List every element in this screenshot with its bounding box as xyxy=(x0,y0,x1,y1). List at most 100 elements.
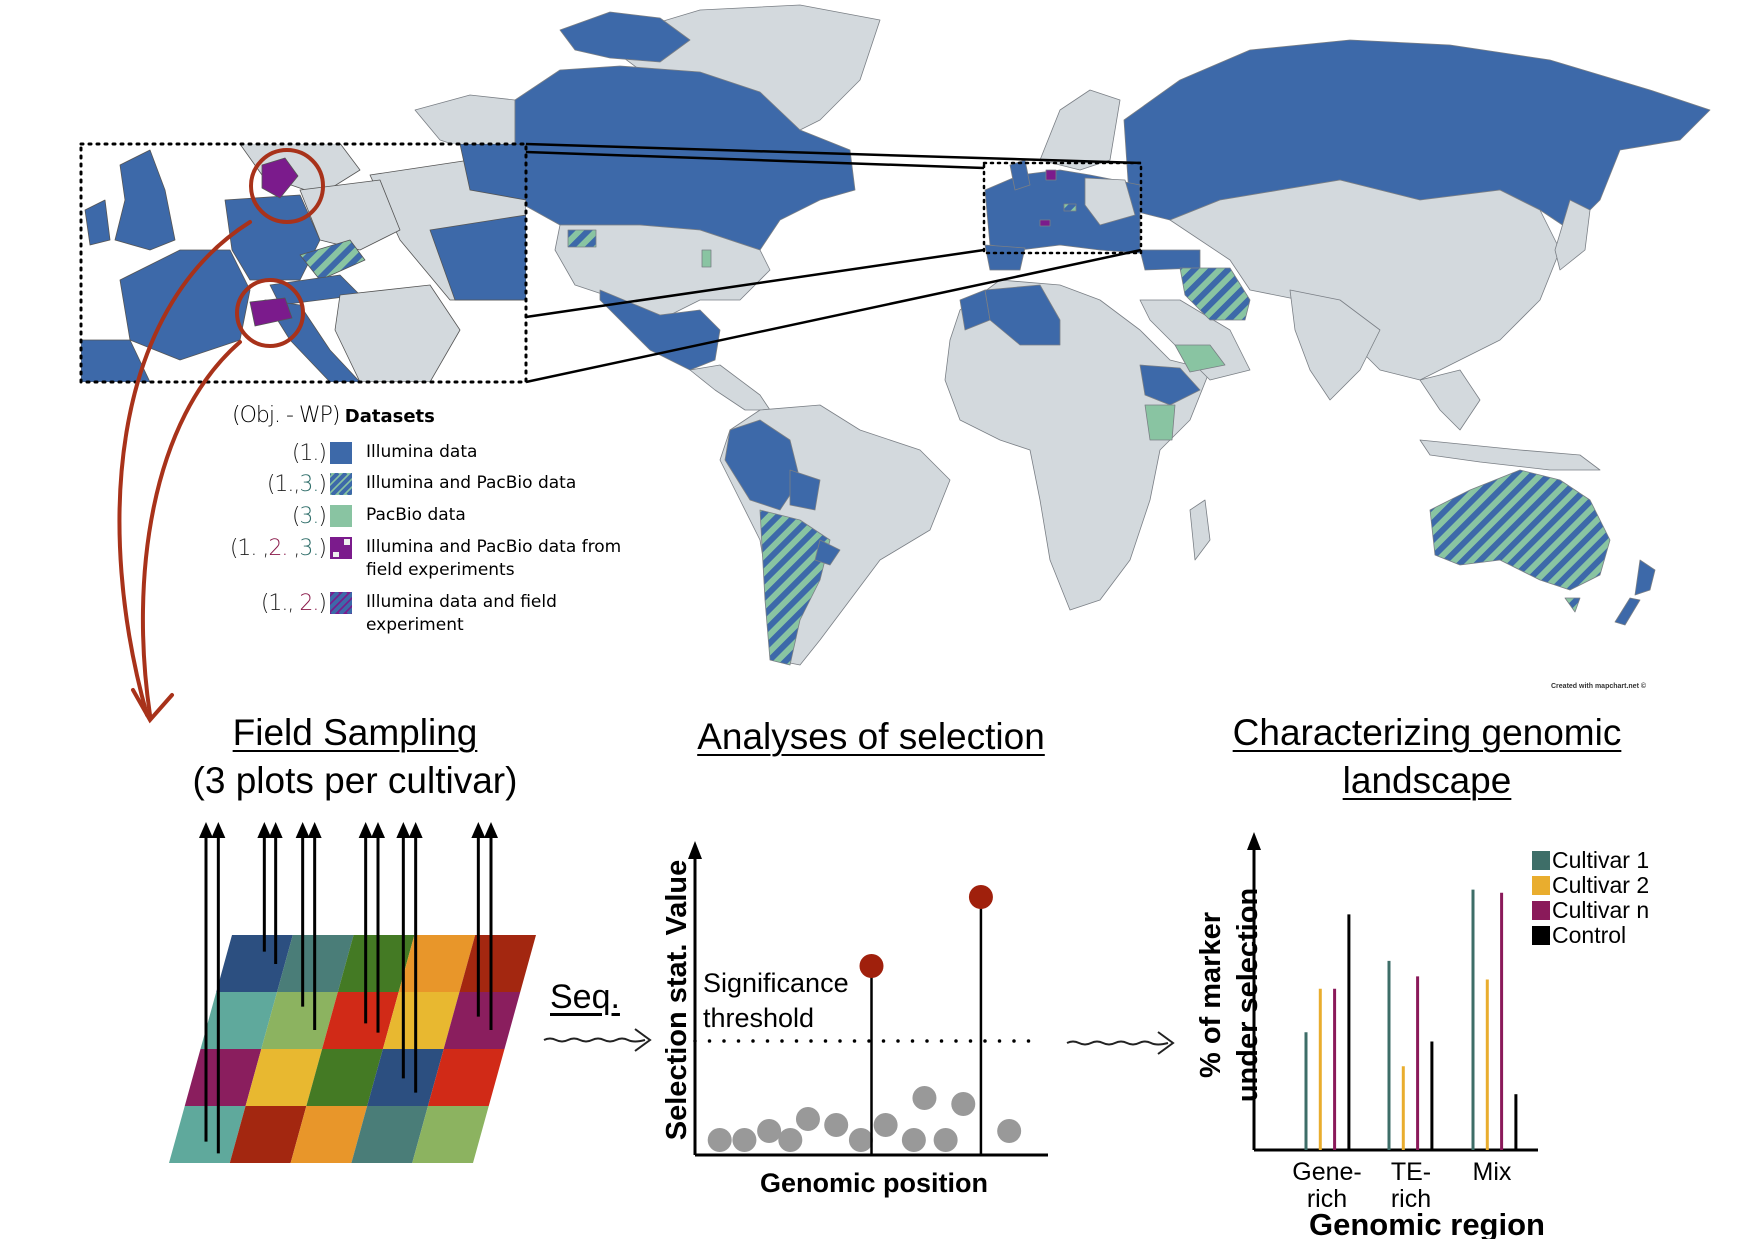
field-plot xyxy=(398,935,476,992)
field-plot xyxy=(367,1049,444,1106)
madagascar xyxy=(1189,499,1211,561)
seq-label: Seq. xyxy=(550,978,620,1016)
legend-swatch xyxy=(1532,851,1550,870)
landscape-arrow xyxy=(1066,1031,1175,1055)
legend-code: (1. ,2. ,3.) xyxy=(216,536,330,561)
mexico xyxy=(599,289,721,371)
field-plot xyxy=(184,1049,262,1106)
uk xyxy=(1009,159,1031,191)
europe-box xyxy=(982,161,1143,255)
field-plot xyxy=(216,935,293,992)
category-label: Mix xyxy=(1473,1158,1512,1186)
field-sampling-title: Field Sampling xyxy=(232,712,478,753)
landscape-title-line1: Characterizing genomic xyxy=(1232,712,1622,753)
legend-swatch-field xyxy=(330,537,352,559)
threshold-label-line1: Significance xyxy=(703,968,849,998)
legend-code-part: 2. xyxy=(268,536,288,561)
usa-state-pacbio xyxy=(701,249,712,268)
legend-label: Illumina data xyxy=(366,442,478,462)
legend-swatch-illumina-field xyxy=(330,592,352,614)
legend-item: (1.,3.) Illumina and PacBio data xyxy=(267,472,646,497)
denmark-highlight xyxy=(249,148,325,224)
swatch-stripe xyxy=(330,592,348,611)
inset-france xyxy=(119,249,251,361)
swatch-fill xyxy=(330,505,352,527)
category-label: rich xyxy=(1307,1185,1347,1213)
legend-swatch-pacbio xyxy=(330,505,352,527)
new-zealand-south xyxy=(1614,597,1641,626)
scatter-point xyxy=(951,1092,976,1116)
threshold-label-line2: threshold xyxy=(703,1003,814,1033)
swatch-stripe xyxy=(330,473,348,492)
sampling-arrowhead-icon xyxy=(358,822,373,838)
scatter-point xyxy=(795,1107,820,1131)
new-zealand-north xyxy=(1634,559,1656,596)
swatch-stripe xyxy=(346,488,352,495)
arctic-islands xyxy=(559,11,691,63)
scatter-x-label: Genomic position xyxy=(760,1168,988,1198)
swatch-stripe xyxy=(346,607,352,614)
sampling-arrowhead-icon xyxy=(484,822,498,838)
legend-label: Control xyxy=(1552,922,1626,948)
significant-point xyxy=(968,885,993,909)
sampling-arrowhead-icon xyxy=(408,822,423,838)
sampling-arrowhead-icon xyxy=(396,822,411,838)
scatter-point xyxy=(824,1113,849,1137)
significant-point xyxy=(859,954,884,978)
bolivia xyxy=(789,469,821,511)
bar-x-label: Genomic region xyxy=(1309,1207,1545,1239)
legend-code-part: (1., xyxy=(260,591,300,616)
swatch-dot xyxy=(333,552,339,557)
connector-lines xyxy=(525,142,1142,384)
scandinavia xyxy=(1039,89,1121,171)
highlight-circles xyxy=(235,148,325,348)
legend-label: Cultivar n xyxy=(1552,897,1649,923)
inset-balkans xyxy=(334,284,461,382)
inset-denmark xyxy=(261,157,299,199)
legend-swatch xyxy=(1532,876,1550,895)
sampling-arrowhead-icon xyxy=(295,822,310,838)
legend-code-part: ) xyxy=(318,591,327,616)
inset-frame xyxy=(79,142,528,384)
swatch-stripe xyxy=(330,473,352,495)
legend-code: (1.,3.) xyxy=(216,472,330,497)
southeast-asia xyxy=(1419,369,1481,431)
legend-item: (1. ,2. ,3.) Illumina and PacBio data fro… xyxy=(230,536,646,582)
legend-code-part: 3. xyxy=(299,472,319,497)
legend-swatch-illumina xyxy=(330,442,352,464)
field-plot xyxy=(229,1106,307,1163)
category-label: rich xyxy=(1391,1185,1431,1213)
legend-code-part: (1.) xyxy=(291,441,327,466)
swatch-stripe xyxy=(330,592,352,614)
legend-label: Cultivar 1 xyxy=(1552,847,1649,873)
legend-code: (1.) xyxy=(216,441,330,466)
legend-header: (Obj. - WP) Datasets xyxy=(232,403,435,428)
scatter-point xyxy=(732,1128,757,1152)
czech-small xyxy=(1063,203,1077,212)
uruguay xyxy=(814,539,841,566)
category-label: Gene- xyxy=(1292,1158,1361,1186)
legend-prefix: (Obj. - WP) xyxy=(232,403,340,428)
sampling-arrowhead-icon xyxy=(199,822,213,838)
scatter-point xyxy=(778,1128,803,1152)
scatter-point xyxy=(901,1128,926,1152)
inset-switzerland xyxy=(249,297,293,327)
field-sampling-subtitle: (3 plots per cultivar) xyxy=(192,760,518,801)
switzerland-small xyxy=(1039,219,1051,227)
field-plot xyxy=(322,992,399,1049)
world-map xyxy=(79,4,1711,666)
swatch-stripe xyxy=(330,473,340,484)
sampling-arrowhead-icon xyxy=(471,822,486,838)
usa-state-illumina-pacbio xyxy=(567,229,597,248)
japan xyxy=(1554,199,1591,271)
scatter-point xyxy=(757,1119,782,1143)
denmark-small xyxy=(1045,169,1057,181)
bar-y-label-line1: % of marker xyxy=(1195,912,1227,1078)
indonesia xyxy=(1419,439,1601,471)
legend-swatch xyxy=(1532,901,1550,920)
yemen xyxy=(1174,344,1226,373)
iran xyxy=(1179,267,1251,321)
swatch-fill xyxy=(330,442,352,464)
swatch-stripe xyxy=(330,592,340,603)
inset-ireland xyxy=(84,199,111,246)
